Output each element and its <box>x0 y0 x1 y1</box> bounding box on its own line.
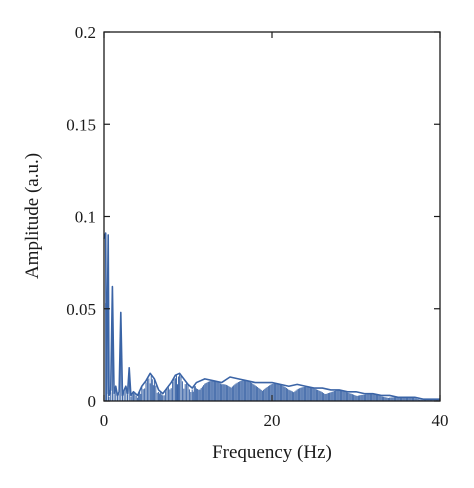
y-tick-label: 0.1 <box>75 208 96 227</box>
y-axis-label: Amplitude (a.u.) <box>22 153 43 279</box>
y-tick-label: 0.15 <box>66 115 96 134</box>
series-line <box>103 232 440 400</box>
y-axis-ticks: 0 0.05 0.1 0.15 0.2 <box>66 23 440 411</box>
y-tick-label: 0.05 <box>66 300 96 319</box>
x-tick-label: 0 <box>100 411 109 430</box>
x-tick-label: 40 <box>432 411 449 430</box>
y-tick-label: 0 <box>88 392 97 411</box>
x-axis-label: Frequency (Hz) <box>212 442 332 463</box>
y-tick-label: 0.2 <box>75 23 96 42</box>
series-layer <box>103 232 440 401</box>
x-axis-ticks: 0 20 40 <box>100 32 449 430</box>
plot-frame <box>103 31 441 402</box>
x-tick-label: 20 <box>264 411 281 430</box>
